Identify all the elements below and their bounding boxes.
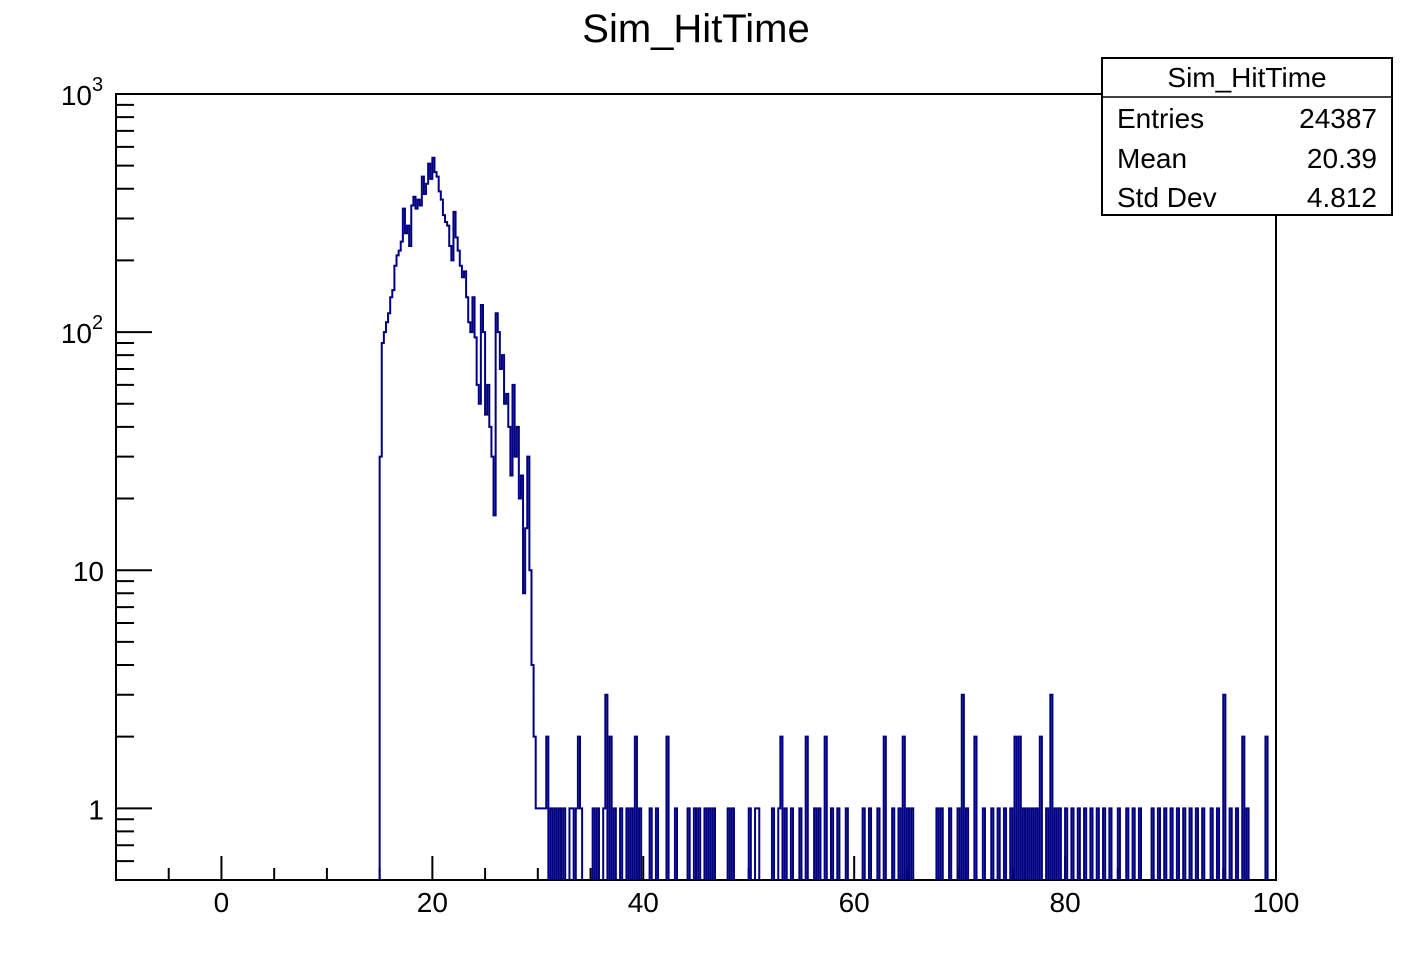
histogram-bin: [504, 404, 506, 880]
histogram-bin: [453, 212, 455, 880]
histogram-bin: [502, 355, 504, 880]
histogram-bin: [437, 177, 439, 880]
stats-stddev-label: Std Dev: [1117, 182, 1217, 213]
histogram-bin: [498, 332, 500, 880]
histogram-outline: [378, 156, 1269, 880]
x-axis: 0 20 40 60 80 100: [115, 856, 1300, 918]
histogram-bin: [460, 266, 462, 880]
stats-stddev-value: 4.812: [1307, 182, 1377, 213]
y-tick-label: 1: [88, 794, 104, 825]
histogram-bin: [384, 332, 386, 880]
stats-mean-value: 20.39: [1307, 143, 1377, 174]
histogram-bin: [413, 197, 415, 880]
histogram-bin: [523, 593, 525, 880]
histogram-bin: [515, 457, 517, 880]
y-tick-label: 10: [73, 556, 104, 587]
histogram-bin: [430, 179, 432, 880]
histogram-bin: [508, 427, 510, 880]
histogram-bin: [428, 164, 430, 880]
stats-box: Sim_HitTime Entries 24387 Mean 20.39 Std…: [1101, 57, 1393, 216]
y-tick-label: 10: [61, 318, 92, 349]
x-tick-label: 100: [1253, 887, 1300, 918]
histogram-bin: [441, 200, 443, 880]
histogram-bin: [388, 313, 390, 880]
histogram-bin: [392, 290, 394, 880]
histogram-bin: [449, 246, 451, 880]
histogram-bin: [422, 177, 424, 880]
x-tick-label: 0: [214, 887, 230, 918]
histogram-bin: [506, 394, 508, 880]
histogram-series: [378, 156, 1269, 880]
histogram-bin: [466, 297, 468, 880]
histogram-bin: [494, 515, 496, 880]
histogram-bin: [542, 808, 544, 880]
histogram-bin: [464, 271, 466, 880]
stats-mean-label: Mean: [1117, 143, 1187, 174]
histogram-bin: [411, 206, 413, 880]
histogram-bin: [443, 215, 445, 880]
x-tick-label: 20: [417, 887, 448, 918]
stats-title: Sim_HitTime: [1167, 62, 1326, 93]
y-tick-label: 10: [61, 80, 92, 111]
histogram-bin: [500, 369, 502, 880]
stats-entries-label: Entries: [1117, 103, 1204, 134]
histogram-bin: [426, 184, 428, 880]
histogram-bin: [418, 200, 420, 880]
histogram-bin: [420, 206, 422, 880]
histogram-bin: [403, 209, 405, 880]
histogram-bin: [415, 209, 417, 880]
histogram-bin: [487, 385, 489, 880]
histogram-bin: [491, 457, 493, 880]
stats-entries-value: 24387: [1299, 103, 1377, 134]
x-tick-label: 40: [628, 887, 659, 918]
histogram-bin: [472, 297, 474, 880]
stats-box-frame: [1101, 57, 1393, 216]
x-tick-label: 80: [1050, 887, 1081, 918]
histogram-bin: [409, 246, 411, 880]
histogram-bin: [397, 255, 399, 880]
histogram-bin: [470, 332, 472, 880]
x-tick-label: 60: [839, 887, 870, 918]
histogram-bin: [540, 808, 542, 880]
histogram-bin: [407, 226, 409, 880]
histogram-bin: [477, 385, 479, 880]
histogram-bin: [439, 191, 441, 880]
histogram-bin: [479, 404, 481, 880]
histogram-bin: [510, 475, 512, 880]
histogram-bin: [458, 251, 460, 880]
histogram-bin: [394, 266, 396, 880]
histogram-bin: [390, 297, 392, 880]
histogram-bin: [447, 226, 449, 880]
histogram-bin: [462, 277, 464, 880]
histogram-bin: [485, 415, 487, 880]
histogram-bin: [468, 322, 470, 880]
histogram-bin: [399, 251, 401, 880]
histogram-bin: [451, 260, 453, 880]
histogram-bin: [489, 427, 491, 880]
histogram-bin: [424, 194, 426, 880]
histogram-bin: [434, 172, 436, 880]
y-tick-exponent: 2: [92, 312, 103, 334]
histogram-bin: [445, 222, 447, 880]
histogram-bin: [401, 242, 403, 880]
histogram-bin: [386, 322, 388, 880]
histogram-bin: [432, 158, 434, 880]
y-tick-exponent: 3: [92, 74, 103, 96]
histogram-bin: [475, 337, 477, 880]
chart-title: Sim_HitTime: [582, 7, 809, 51]
histogram-bin: [519, 499, 521, 880]
histogram-bin: [544, 808, 546, 880]
histogram-bin: [456, 237, 458, 880]
histogram-bin: [405, 233, 407, 880]
